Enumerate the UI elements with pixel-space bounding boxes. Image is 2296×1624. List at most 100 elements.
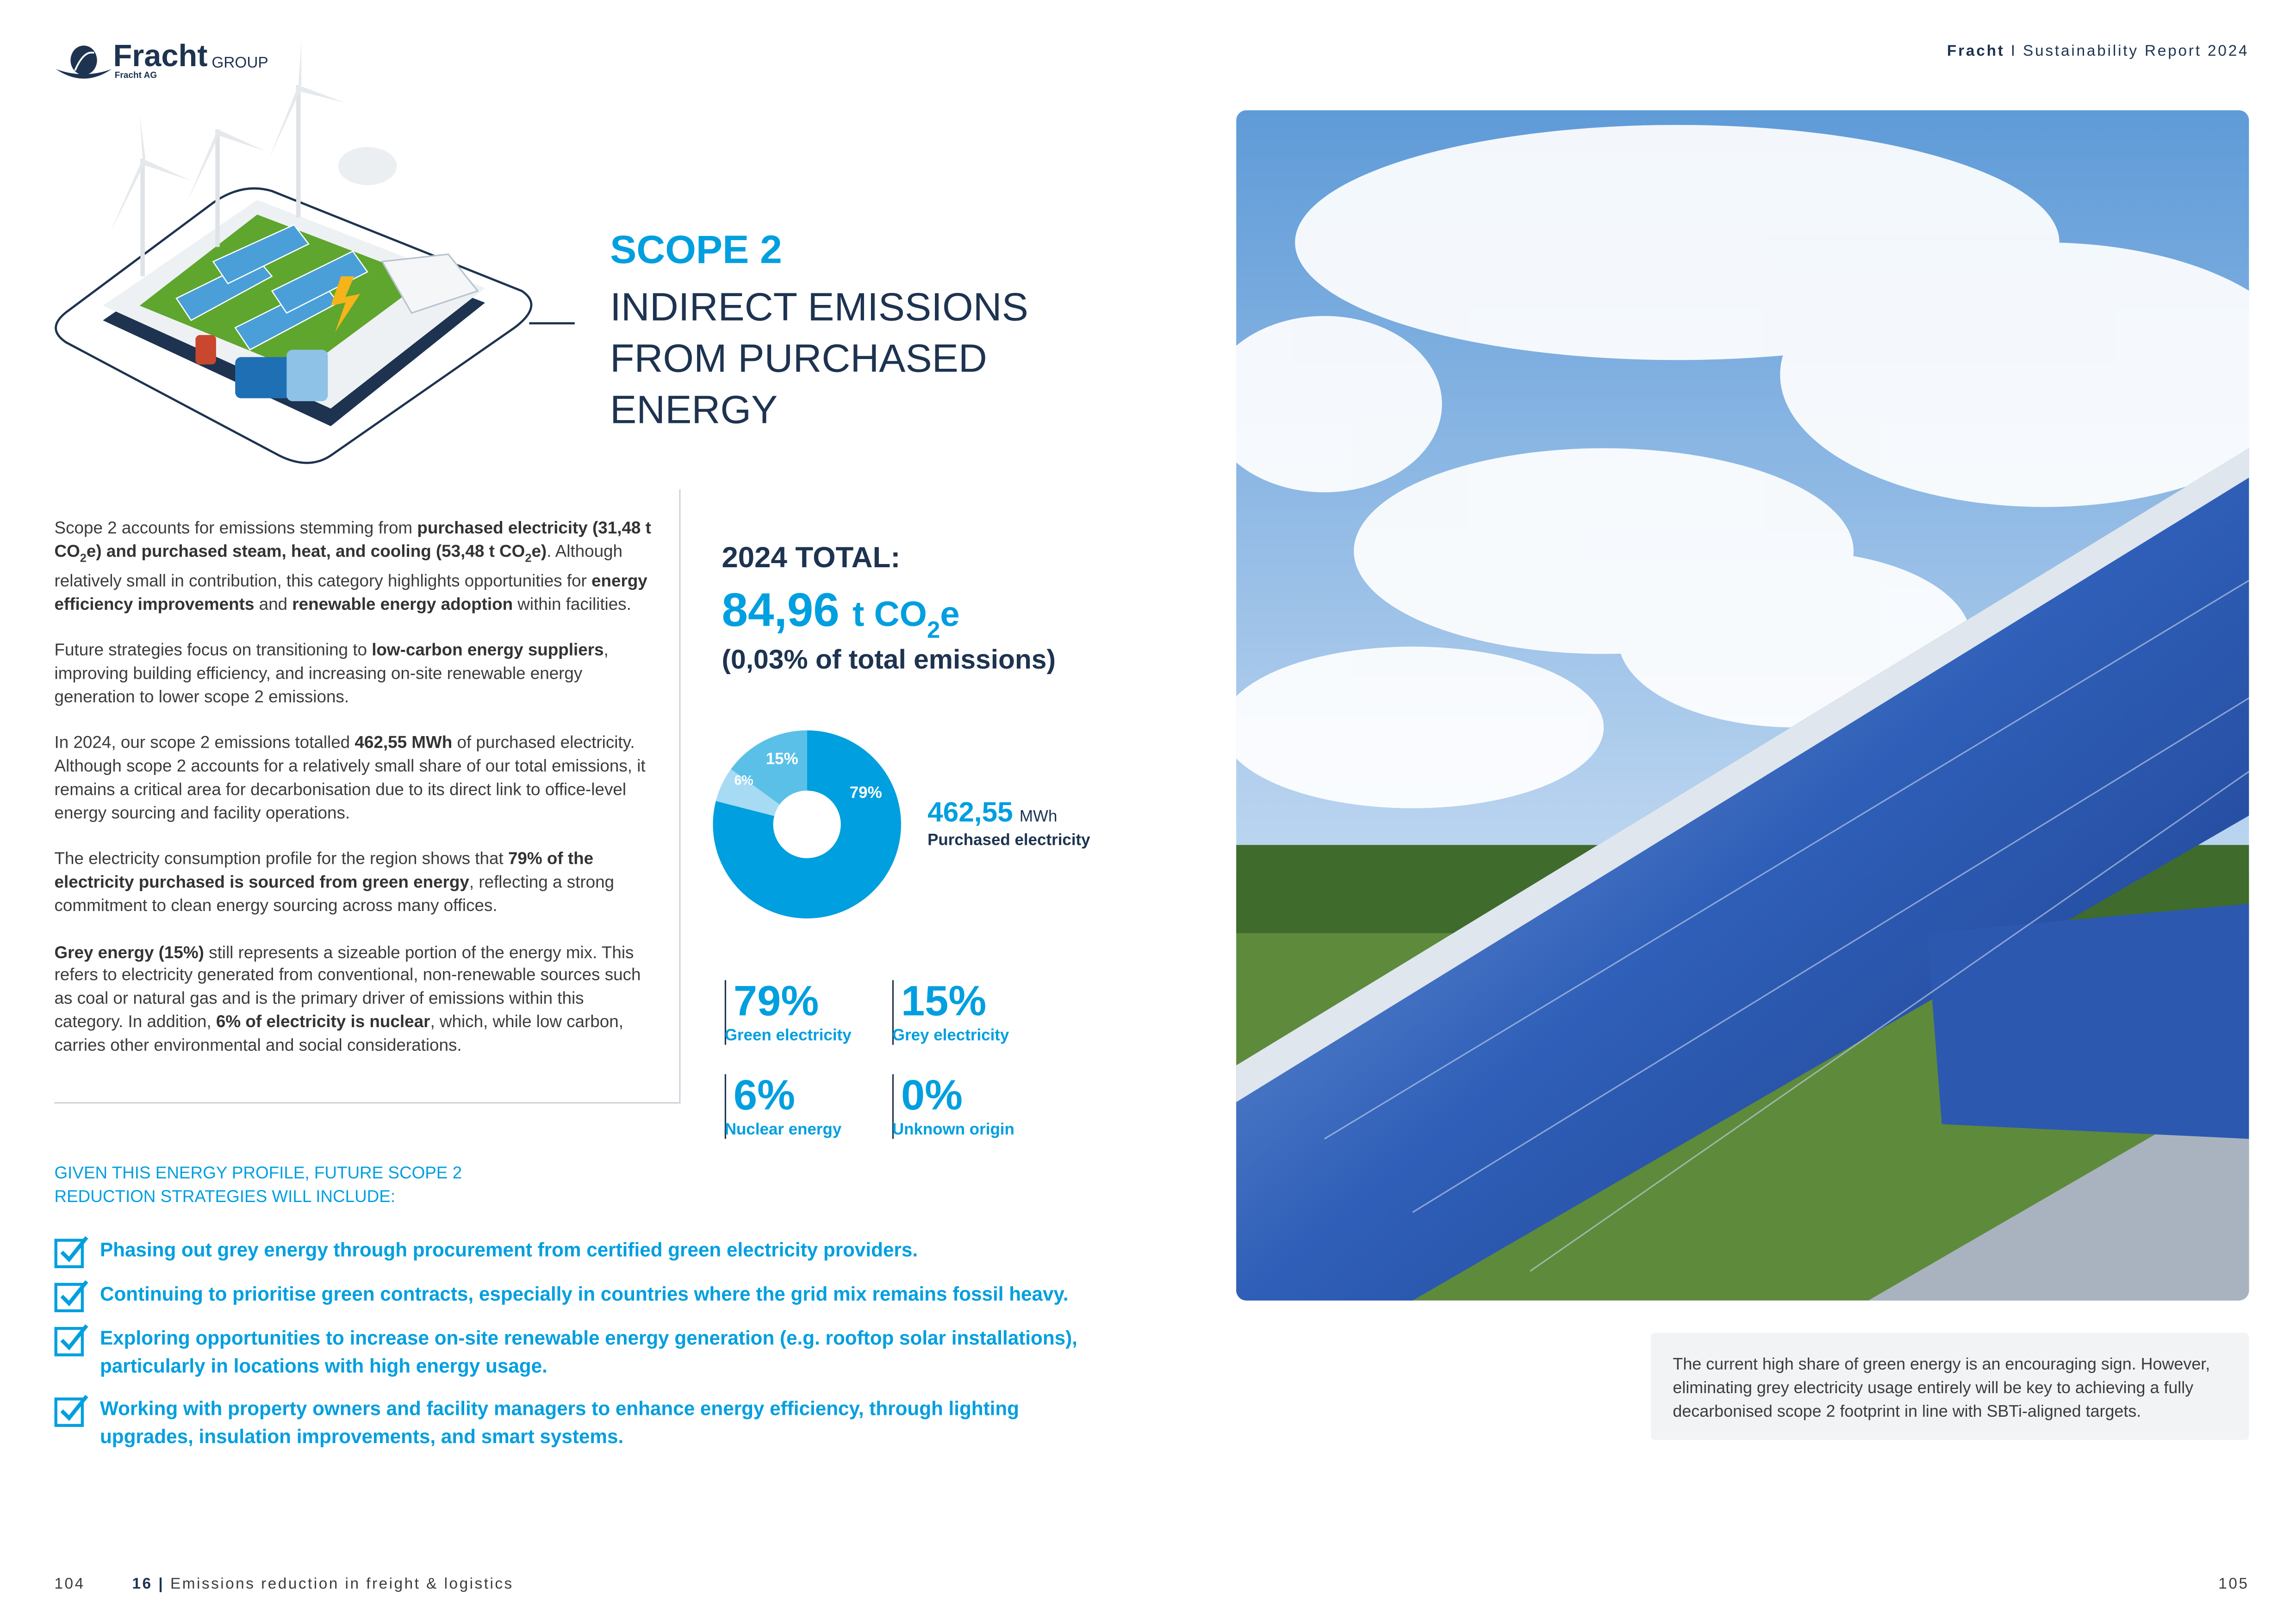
text: , improving building efficiency, and inc… — [54, 641, 609, 707]
purchased-electricity: 462,55 MWh Purchased electricity — [927, 798, 1090, 849]
donut-slice-green-electricity — [713, 730, 901, 919]
total-value: 84,96 t CO2e — [722, 583, 959, 645]
header-separator: I — [2010, 43, 2017, 61]
divider-vertical — [679, 489, 681, 1103]
text: still represents a sizeable portion of t… — [54, 942, 641, 1032]
body-paragraph: Future strategies focus on transitioning… — [55, 640, 654, 710]
header-report-title: Sustainability Report 2024 — [2023, 43, 2249, 61]
strategy-text: Phasing out grey energy through procurem… — [100, 1239, 918, 1261]
bold-text: e) — [531, 542, 547, 561]
title-line: INDIRECT EMISSIONS — [610, 285, 1028, 329]
bold-text: low-carbon energy suppliers — [372, 641, 604, 661]
stat-grey: 15% Grey electricity — [892, 980, 1009, 1045]
body-paragraph: In 2024, our scope 2 emissions totalled … — [55, 732, 654, 825]
donut-slice-nuclear-energy — [716, 769, 780, 816]
text: , reflecting a strong commitment to clea… — [54, 873, 615, 916]
text: . Although relatively small in contribut… — [54, 542, 623, 591]
unit-subscript: 2 — [927, 619, 940, 644]
strategies-heading: Given this energy profile, future scope … — [54, 1164, 462, 1206]
text: and — [254, 595, 292, 614]
checkbox-checked-icon — [54, 1236, 88, 1268]
section-separator: | — [158, 1575, 165, 1593]
bold-text: Grey energy (15%) — [54, 942, 204, 962]
header-brand: Fracht — [1947, 43, 2005, 61]
page-number-left: 104 — [54, 1575, 85, 1593]
donut-label: 6% — [734, 773, 753, 788]
bold-text: energy efficiency improvements — [54, 571, 647, 614]
electricity-label: Purchased electricity — [927, 831, 1090, 849]
title-line: FROM PURCHASED — [610, 336, 987, 381]
unit-prefix: t CO — [852, 595, 927, 635]
text: Future strategies focus on transitioning… — [54, 641, 372, 661]
strategy-item: Exploring opportunities to increase on-s… — [54, 1324, 1113, 1380]
text: of purchased electricity. Although scope… — [54, 734, 646, 823]
total-number: 84,96 — [722, 583, 840, 637]
text: Scope 2 accounts for emissions stemming … — [54, 519, 417, 538]
stat-value: 79% — [733, 979, 819, 1026]
total-label: 2024 TOTAL: — [722, 542, 901, 575]
solar-wind-facility-illustration — [55, 41, 575, 464]
bold-text: renewable energy adoption — [292, 595, 513, 614]
stat-label: Green electricity — [724, 1027, 852, 1045]
bold-text: e) and purchased steam, heat, and coolin… — [86, 542, 525, 561]
strategy-item: Phasing out grey energy through procurem… — [54, 1236, 1113, 1268]
body-paragraph: Scope 2 accounts for emissions stemming … — [55, 517, 654, 616]
divider-horizontal — [54, 1102, 681, 1104]
checkbox-checked-icon — [54, 1280, 88, 1313]
donut-label: 15% — [766, 750, 798, 768]
bold-text: 462,55 MWh — [355, 734, 453, 753]
title-scope: SCOPE 2 — [610, 228, 782, 272]
section-title: Emissions reduction in freight & logisti… — [170, 1575, 514, 1593]
logo-suffix: GROUP — [212, 54, 268, 72]
page-number-right: 105 — [2218, 1575, 2249, 1593]
energy-mix-donut-chart: 79% 6% 15% — [713, 730, 901, 919]
bold-text: 2 — [80, 551, 87, 564]
solar-panels-photo — [1236, 110, 2249, 1301]
text: , which, while low carbon, carries other… — [54, 1012, 624, 1055]
body-paragraph: The electricity consumption profile for … — [55, 849, 654, 918]
report-header: Fracht I Sustainability Report 2024 — [1947, 43, 2249, 60]
bold-text: 2 — [525, 551, 532, 564]
donut-slice-grey-electricity — [731, 730, 807, 805]
total-share: (0,03% of total emissions) — [722, 644, 1056, 675]
note-box: The current high share of green energy i… — [1650, 1333, 2249, 1440]
page-title: SCOPE 2 INDIRECT EMISSIONS FROM PURCHASE… — [610, 225, 1028, 436]
fracht-globe-logo-icon — [56, 45, 112, 79]
total-unit: t CO2e — [852, 595, 960, 644]
checkbox-checked-icon — [54, 1324, 88, 1357]
section-number: 16 — [132, 1575, 153, 1593]
title-line: ENERGY — [610, 388, 778, 432]
strategy-text: Working with property owners and facilit… — [100, 1397, 1020, 1447]
body-paragraph: Grey energy (15%) still represents a siz… — [55, 942, 654, 1058]
stat-unknown: 0% Unknown origin — [892, 1074, 1014, 1139]
footer-left: 104 16 | Emissions reduction in freight … — [55, 1575, 514, 1593]
checkbox-checked-icon — [54, 1395, 88, 1427]
logo-name: Fracht — [113, 39, 208, 74]
strategy-text: Continuing to prioritise green contracts… — [100, 1283, 1069, 1305]
bold-text: 6% of electricity is nuclear — [216, 1012, 430, 1032]
bold-text: purchased electricity (31,48 t CO — [54, 519, 651, 561]
stat-label: Nuclear energy — [724, 1121, 842, 1139]
text: within facilities. — [513, 595, 631, 614]
bold-text: 79% of the electricity purchased is sour… — [54, 850, 594, 893]
electricity-unit: MWh — [1019, 808, 1058, 826]
stat-label: Unknown origin — [892, 1121, 1014, 1139]
stat-label: Grey electricity — [892, 1027, 1009, 1045]
stat-value: 15% — [901, 979, 987, 1026]
body-text: Scope 2 accounts for emissions stemming … — [55, 517, 654, 1081]
donut-label: 79% — [850, 784, 882, 802]
electricity-value: 462,55 — [927, 798, 1013, 829]
strategy-item: Continuing to prioritise green contracts… — [54, 1280, 1113, 1313]
stat-nuclear: 6% Nuclear energy — [724, 1072, 842, 1139]
text: In 2024, our scope 2 emissions totalled — [54, 734, 355, 753]
stat-green: 79% Green electricity — [724, 979, 852, 1045]
strategy-text: Exploring opportunities to increase on-s… — [100, 1327, 1077, 1376]
fracht-logo: Fracht GROUP Fracht AG — [55, 40, 290, 91]
logo-sub: Fracht AG — [114, 72, 157, 81]
text: The electricity consumption profile for … — [54, 850, 508, 869]
stat-value: 0% — [901, 1072, 963, 1120]
footer-section: 16 | Emissions reduction in freight & lo… — [132, 1575, 513, 1593]
unit-suffix: e — [940, 595, 960, 635]
stat-value: 6% — [733, 1072, 796, 1120]
